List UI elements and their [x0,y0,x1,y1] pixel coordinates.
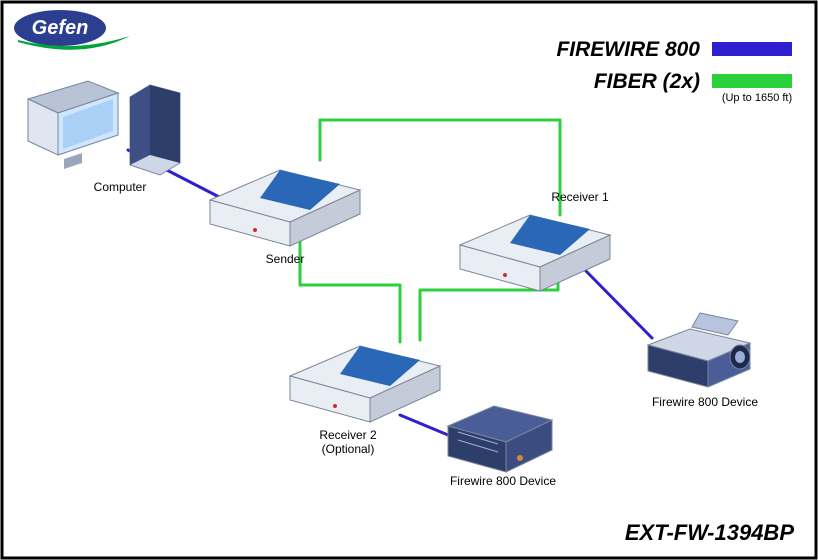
firewire-device-2-label: Firewire 800 Device [438,474,568,488]
computer-icon [20,75,200,185]
receiver1-label: Receiver 1 [540,190,620,204]
sender-box-icon [200,150,370,260]
sender-label: Sender [245,252,325,266]
receiver2-label: Receiver 2 (Optional) [298,428,398,456]
firewire-device-1-icon [630,295,780,405]
computer-label: Computer [80,180,160,194]
receiver1-box-icon [450,195,620,305]
firewire-device-2-icon [438,378,568,488]
model-number: EXT-FW-1394BP [625,520,794,546]
receiver2-box-icon [280,326,450,436]
firewire-device-1-label: Firewire 800 Device [640,395,770,409]
